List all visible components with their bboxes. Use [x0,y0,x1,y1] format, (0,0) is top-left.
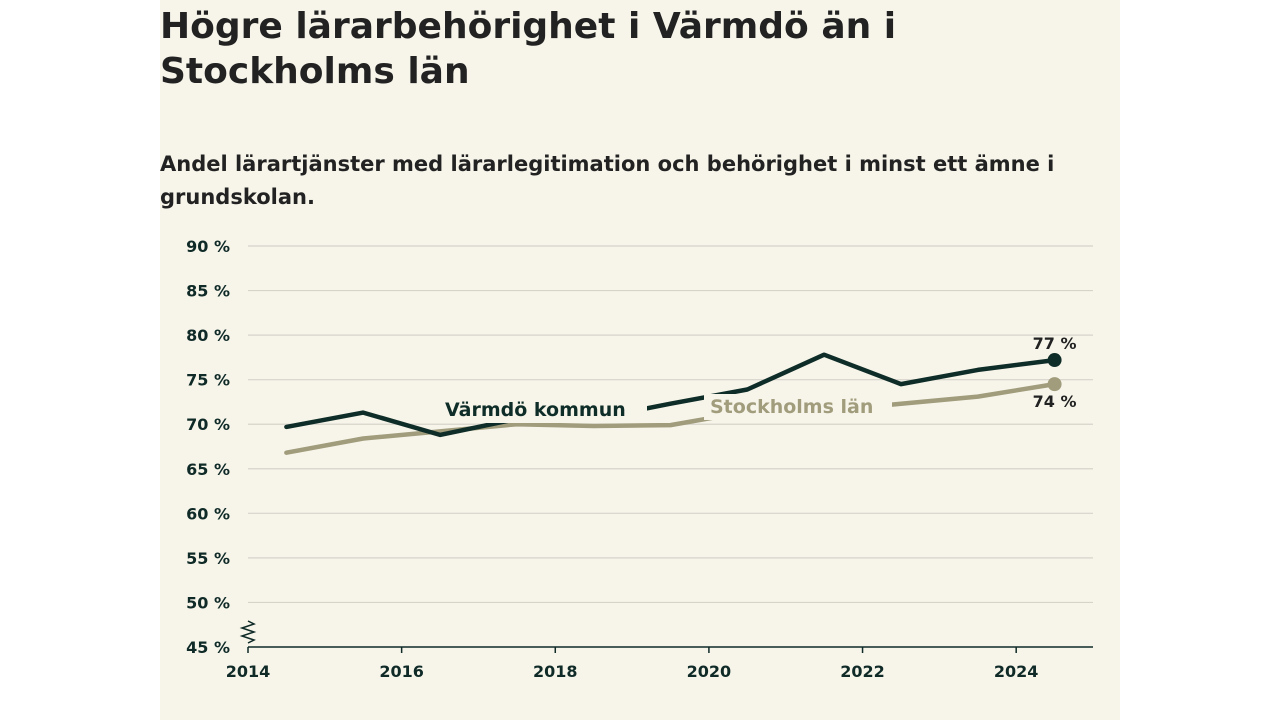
x-axis: 2014 2016 2018 2020 2022 2024 [226,620,1093,681]
chart-subtitle: Andel lärartjänster med lärarlegitimatio… [160,152,1055,209]
series-group [284,352,1062,455]
end-value-label: 74 % [1033,392,1077,411]
y-tick-label: 70 % [186,415,230,434]
x-tick-label: 2022 [840,662,885,681]
y-axis-tick-labels: 45 % 50 % 55 % 60 % 65 % 70 % 75 % 80 % 85 % 90 % [186,237,230,657]
y-tick-label: 50 % [186,593,230,612]
y-tick-label: 65 % [186,460,230,479]
chart-title: Högre lärarbehörighet i Värmdö än i Stoc… [160,6,897,92]
axis-break [239,620,257,644]
series-end-point [1047,377,1062,392]
y-tick-label: 85 % [186,282,230,301]
y-tick-label: 60 % [186,504,230,523]
end-value-label: 77 % [1033,334,1077,353]
y-tick-label: 75 % [186,371,230,390]
x-tick-label: 2018 [533,662,578,681]
series-labels: Värmdö kommun Stockholms län 77 % 74 % [439,334,1077,423]
y-tick-label: 45 % [186,638,230,657]
series-label: Stockholms län [710,396,873,418]
x-tick-label: 2024 [994,662,1039,681]
series-line [284,381,1057,455]
chart-panel: Högre lärarbehörighet i Värmdö än i Stoc… [160,0,1120,720]
series-label-halo [704,394,892,420]
y-tick-label: 55 % [186,549,230,568]
y-tick-label: 80 % [186,326,230,345]
series-label: Värmdö kommun [445,399,626,421]
series-line [284,352,1057,438]
x-tick-label: 2020 [687,662,732,681]
series-label-halo [439,397,647,423]
x-tick-label: 2016 [379,662,424,681]
line-chart: 45 % 50 % 55 % 60 % 65 % 70 % 75 % 80 % 85 % 90 %… [186,237,1093,681]
series-end-point [1047,353,1062,368]
x-tick-label: 2014 [226,662,271,681]
y-tick-label: 90 % [186,237,230,256]
